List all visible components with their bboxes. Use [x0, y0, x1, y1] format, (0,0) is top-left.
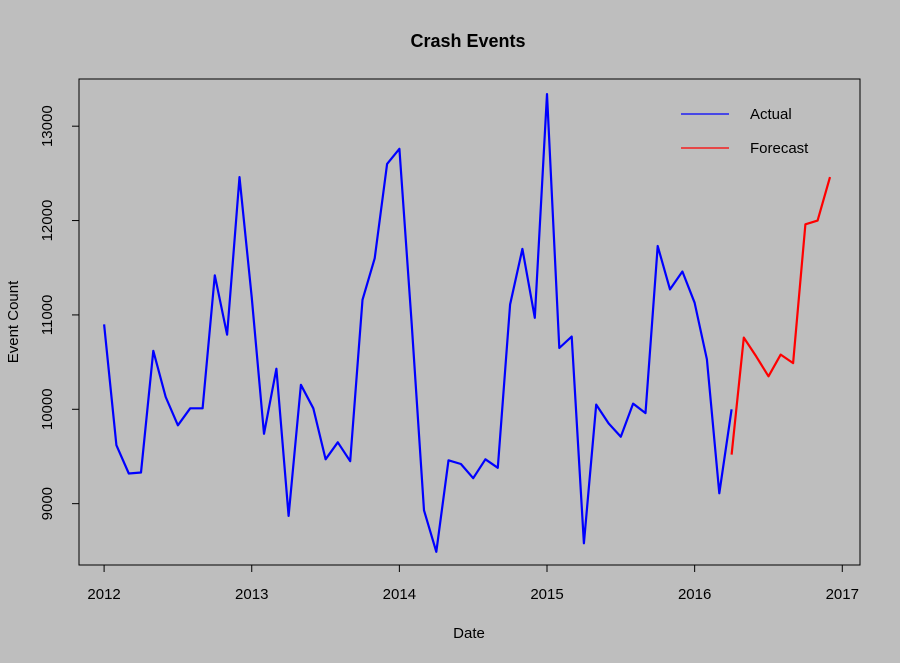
y-tick-label: 9000: [39, 487, 56, 520]
x-tick-label: 2017: [826, 586, 859, 603]
x-tick-label: 2012: [87, 586, 120, 603]
y-axis-label: Event Count: [5, 280, 22, 363]
x-tick-label: 2015: [530, 586, 563, 603]
x-tick-label: 2014: [383, 586, 416, 603]
y-axis: 9000 10000 11000 12000 13000: [39, 105, 79, 520]
y-tick-label: 10000: [39, 388, 56, 430]
legend: Actual Forecast: [681, 106, 809, 157]
series-line-forecast: [730, 176, 832, 455]
series-line-actual: [103, 92, 733, 553]
x-tick-label: 2013: [235, 586, 268, 603]
y-tick-label: 12000: [39, 200, 56, 242]
chart-title: Crash Events: [410, 31, 525, 51]
x-tick-label: 2016: [678, 586, 711, 603]
y-tick-label: 11000: [39, 295, 56, 336]
series-layer: [103, 92, 832, 553]
legend-label-actual: Actual: [750, 106, 792, 123]
x-axis-label: Date: [453, 625, 485, 642]
x-axis: 2012 2013 2014 2015 2016 2017: [87, 565, 859, 603]
legend-label-forecast: Forecast: [750, 140, 809, 157]
plot-frame: [78, 78, 861, 566]
y-tick-label: 13000: [39, 105, 56, 147]
